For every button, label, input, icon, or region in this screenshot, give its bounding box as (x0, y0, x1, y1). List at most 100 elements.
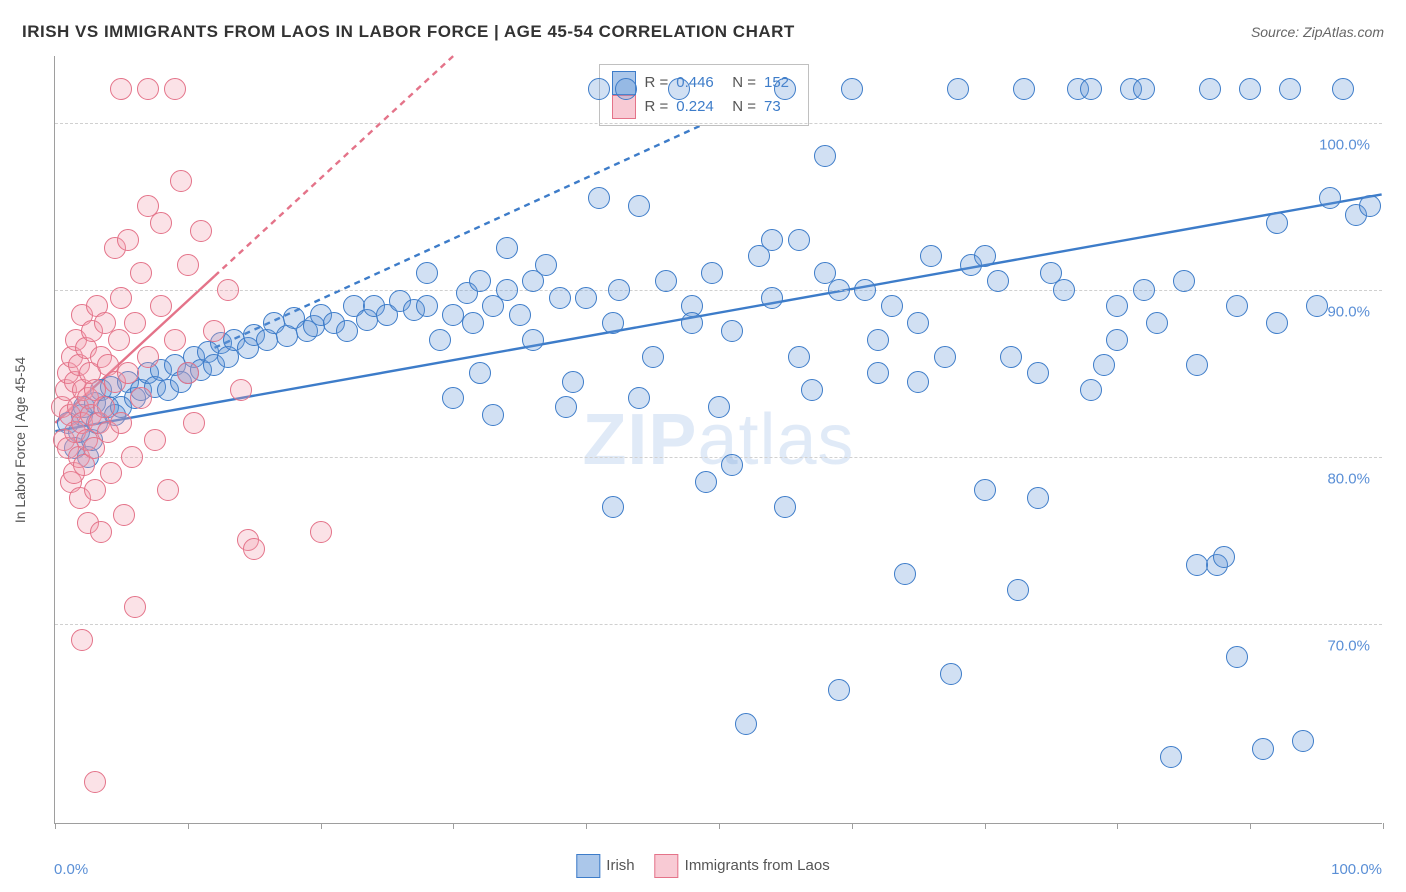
scatter-point (113, 504, 135, 526)
x-tick (1383, 823, 1384, 829)
scatter-point (1213, 546, 1235, 568)
scatter-point (867, 329, 889, 351)
scatter-point (336, 320, 358, 342)
scatter-point (907, 312, 929, 334)
scatter-point (974, 245, 996, 267)
scatter-point (108, 329, 130, 351)
scatter-point (442, 387, 464, 409)
scatter-point (947, 78, 969, 100)
legend-swatch (576, 854, 600, 878)
chart-source: Source: ZipAtlas.com (1251, 24, 1384, 40)
scatter-point (442, 304, 464, 326)
scatter-point (1199, 78, 1221, 100)
scatter-point (1306, 295, 1328, 317)
scatter-point (150, 212, 172, 234)
scatter-point (230, 379, 252, 401)
scatter-point (1279, 78, 1301, 100)
scatter-point (1266, 312, 1288, 334)
scatter-point (974, 479, 996, 501)
scatter-point (615, 78, 637, 100)
gridline-h (55, 457, 1382, 458)
scatter-point (608, 279, 630, 301)
scatter-point (183, 412, 205, 434)
scatter-point (1319, 187, 1341, 209)
trend-lines-layer (55, 56, 1382, 823)
scatter-point (1133, 279, 1155, 301)
scatter-point (1186, 554, 1208, 576)
scatter-point (628, 195, 650, 217)
scatter-point (1027, 362, 1049, 384)
scatter-point (1359, 195, 1381, 217)
scatter-point (681, 312, 703, 334)
x-axis-max-label: 100.0% (1331, 861, 1382, 878)
scatter-point (110, 287, 132, 309)
scatter-point (1106, 329, 1128, 351)
scatter-point (1226, 646, 1248, 668)
scatter-point (588, 78, 610, 100)
scatter-point (1093, 354, 1115, 376)
legend-label: Irish (606, 857, 634, 874)
scatter-point (1007, 579, 1029, 601)
scatter-plot-area: ZIPatlas R =0.446N =152R =0.224N =73 70.… (54, 56, 1382, 824)
scatter-point (562, 371, 584, 393)
scatter-point (117, 229, 139, 251)
scatter-point (157, 479, 179, 501)
scatter-point (828, 679, 850, 701)
scatter-point (130, 387, 152, 409)
scatter-point (987, 270, 1009, 292)
scatter-point (735, 713, 757, 735)
scatter-point (84, 771, 106, 793)
scatter-point (203, 320, 225, 342)
scatter-point (164, 78, 186, 100)
scatter-point (814, 145, 836, 167)
scatter-point (124, 596, 146, 618)
scatter-point (1332, 78, 1354, 100)
scatter-point (575, 287, 597, 309)
scatter-point (522, 329, 544, 351)
series-legend: IrishImmigrants from Laos (576, 854, 829, 878)
scatter-point (867, 362, 889, 384)
scatter-point (920, 245, 942, 267)
scatter-point (602, 312, 624, 334)
chart-header: IRISH VS IMMIGRANTS FROM LAOS IN LABOR F… (22, 22, 1384, 42)
scatter-point (549, 287, 571, 309)
scatter-point (137, 346, 159, 368)
scatter-point (509, 304, 531, 326)
scatter-point (1080, 78, 1102, 100)
gridline-h (55, 624, 1382, 625)
scatter-point (1133, 78, 1155, 100)
scatter-point (721, 320, 743, 342)
scatter-point (121, 446, 143, 468)
scatter-point (416, 295, 438, 317)
scatter-point (1106, 295, 1128, 317)
scatter-point (469, 362, 491, 384)
scatter-point (934, 346, 956, 368)
scatter-point (1186, 354, 1208, 376)
scatter-point (1053, 279, 1075, 301)
scatter-point (721, 454, 743, 476)
scatter-point (110, 412, 132, 434)
scatter-point (1146, 312, 1168, 334)
scatter-point (177, 254, 199, 276)
scatter-point (1013, 78, 1035, 100)
x-tick (985, 823, 986, 829)
scatter-point (774, 496, 796, 518)
y-tick-label: 80.0% (1327, 470, 1370, 487)
x-tick (586, 823, 587, 829)
scatter-point (628, 387, 650, 409)
y-axis-label: In Labor Force | Age 45-54 (12, 357, 28, 523)
x-tick (719, 823, 720, 829)
scatter-point (177, 362, 199, 384)
scatter-point (695, 471, 717, 493)
scatter-point (1239, 78, 1261, 100)
y-tick-label: 100.0% (1319, 136, 1370, 153)
scatter-point (117, 362, 139, 384)
scatter-point (881, 295, 903, 317)
scatter-point (828, 279, 850, 301)
scatter-point (1292, 730, 1314, 752)
scatter-point (150, 295, 172, 317)
scatter-point (170, 170, 192, 192)
gridline-h (55, 123, 1382, 124)
scatter-point (555, 396, 577, 418)
legend-item: Irish (576, 854, 634, 878)
